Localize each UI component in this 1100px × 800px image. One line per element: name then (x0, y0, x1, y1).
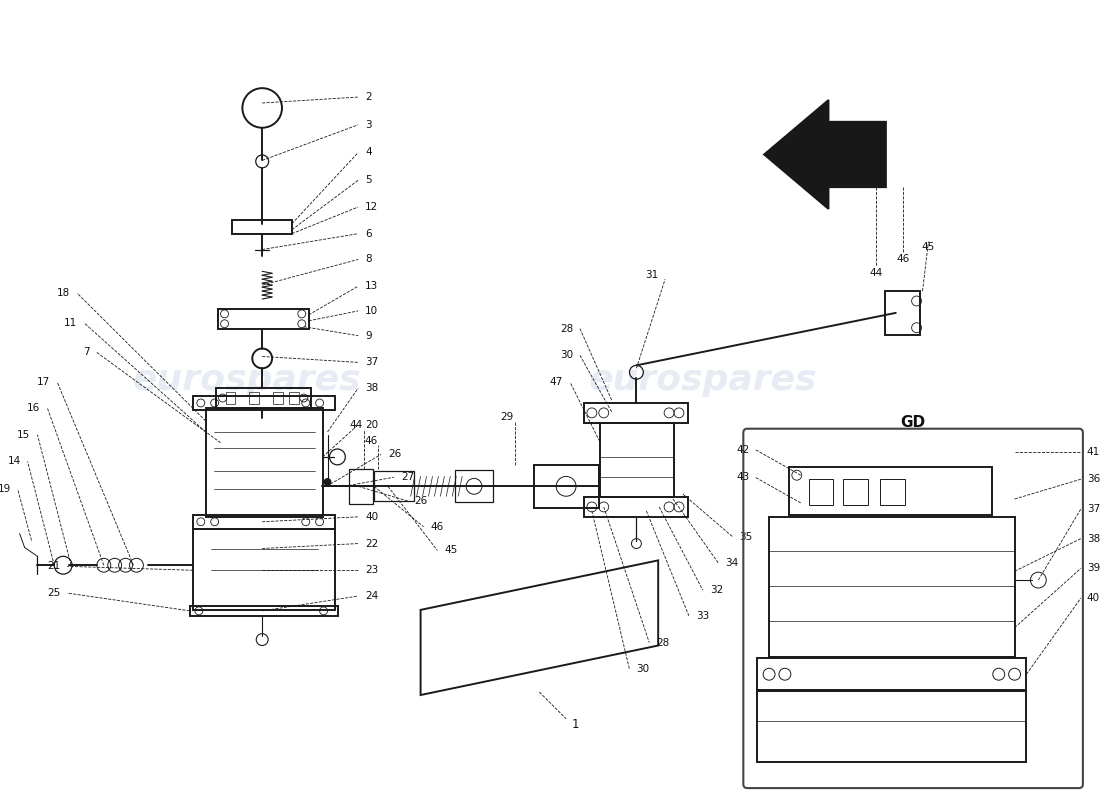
Bar (206, 408, 322, 517)
Text: 32: 32 (710, 585, 723, 595)
Bar (769, 517, 1014, 658)
Text: 19: 19 (0, 484, 11, 494)
Bar (273, 392, 283, 404)
Text: 9: 9 (365, 330, 372, 341)
Text: 16: 16 (28, 403, 41, 413)
Text: 8: 8 (365, 254, 372, 265)
Bar (232, 220, 292, 234)
Text: 46: 46 (896, 254, 910, 265)
Text: 28: 28 (657, 638, 670, 647)
Text: 7: 7 (84, 347, 90, 358)
Text: 21: 21 (47, 562, 60, 571)
Text: 1: 1 (572, 718, 580, 731)
Bar (192, 529, 336, 610)
Text: 44: 44 (869, 268, 882, 278)
Text: 37: 37 (365, 358, 378, 367)
Bar (808, 479, 834, 505)
Bar (250, 392, 260, 404)
Text: 42: 42 (736, 445, 749, 454)
Text: 47: 47 (550, 377, 563, 387)
Text: 4: 4 (365, 147, 372, 158)
Text: 24: 24 (365, 591, 378, 601)
Text: 38: 38 (1087, 534, 1100, 544)
Text: 15: 15 (18, 430, 31, 440)
Text: 26: 26 (415, 496, 428, 506)
Text: 2: 2 (365, 92, 372, 102)
Bar (192, 515, 336, 529)
Bar (289, 392, 299, 404)
Bar (600, 422, 674, 497)
Text: 45: 45 (922, 242, 935, 251)
Text: 27: 27 (400, 472, 414, 482)
Bar (584, 497, 688, 517)
Bar (192, 396, 336, 410)
Bar (535, 465, 598, 508)
Bar (350, 469, 373, 504)
Text: 12: 12 (365, 202, 378, 212)
Bar (226, 392, 235, 404)
Text: 33: 33 (696, 611, 710, 621)
Text: 17: 17 (37, 377, 51, 387)
Text: eurospares: eurospares (588, 363, 817, 397)
Text: 37: 37 (1087, 504, 1100, 514)
Text: 5: 5 (365, 175, 372, 186)
Text: 43: 43 (736, 472, 749, 482)
Text: 6: 6 (365, 229, 372, 238)
Bar (789, 467, 992, 515)
Bar (190, 606, 339, 616)
Text: 40: 40 (365, 512, 378, 522)
Text: 10: 10 (365, 306, 378, 316)
Bar (455, 470, 493, 502)
Text: 13: 13 (365, 281, 378, 291)
Text: 29: 29 (500, 412, 514, 422)
Text: eurospares: eurospares (133, 363, 362, 397)
Bar (584, 403, 688, 422)
Bar (218, 309, 309, 329)
Text: 41: 41 (1087, 447, 1100, 458)
Text: 20: 20 (365, 420, 378, 430)
Text: 39: 39 (1087, 563, 1100, 574)
Text: 46: 46 (364, 436, 377, 446)
Text: 30: 30 (560, 350, 573, 361)
Text: 31: 31 (645, 270, 658, 280)
Text: 30: 30 (637, 664, 649, 674)
Circle shape (323, 478, 331, 486)
Text: 40: 40 (1087, 593, 1100, 603)
Text: 26: 26 (388, 450, 401, 459)
Text: 35: 35 (739, 532, 752, 542)
Bar (757, 691, 1026, 762)
Text: 28: 28 (560, 324, 573, 334)
Text: 23: 23 (365, 566, 378, 575)
Text: 46: 46 (430, 522, 443, 532)
Bar (844, 479, 868, 505)
Text: 38: 38 (365, 383, 378, 393)
Bar (757, 658, 1026, 690)
Bar (216, 388, 310, 408)
Text: 14: 14 (8, 456, 21, 466)
Text: 36: 36 (1087, 474, 1100, 484)
Text: 34: 34 (726, 558, 739, 568)
Bar (374, 471, 414, 501)
Bar (880, 479, 904, 505)
Text: 3: 3 (365, 120, 372, 130)
Text: 25: 25 (47, 588, 60, 598)
Text: 45: 45 (444, 546, 458, 555)
Text: 22: 22 (365, 538, 378, 549)
Text: GD: GD (901, 415, 926, 430)
Text: 18: 18 (57, 288, 70, 298)
Bar (886, 290, 920, 335)
Text: 44: 44 (350, 420, 363, 430)
Polygon shape (764, 100, 886, 209)
Text: 11: 11 (64, 318, 77, 328)
